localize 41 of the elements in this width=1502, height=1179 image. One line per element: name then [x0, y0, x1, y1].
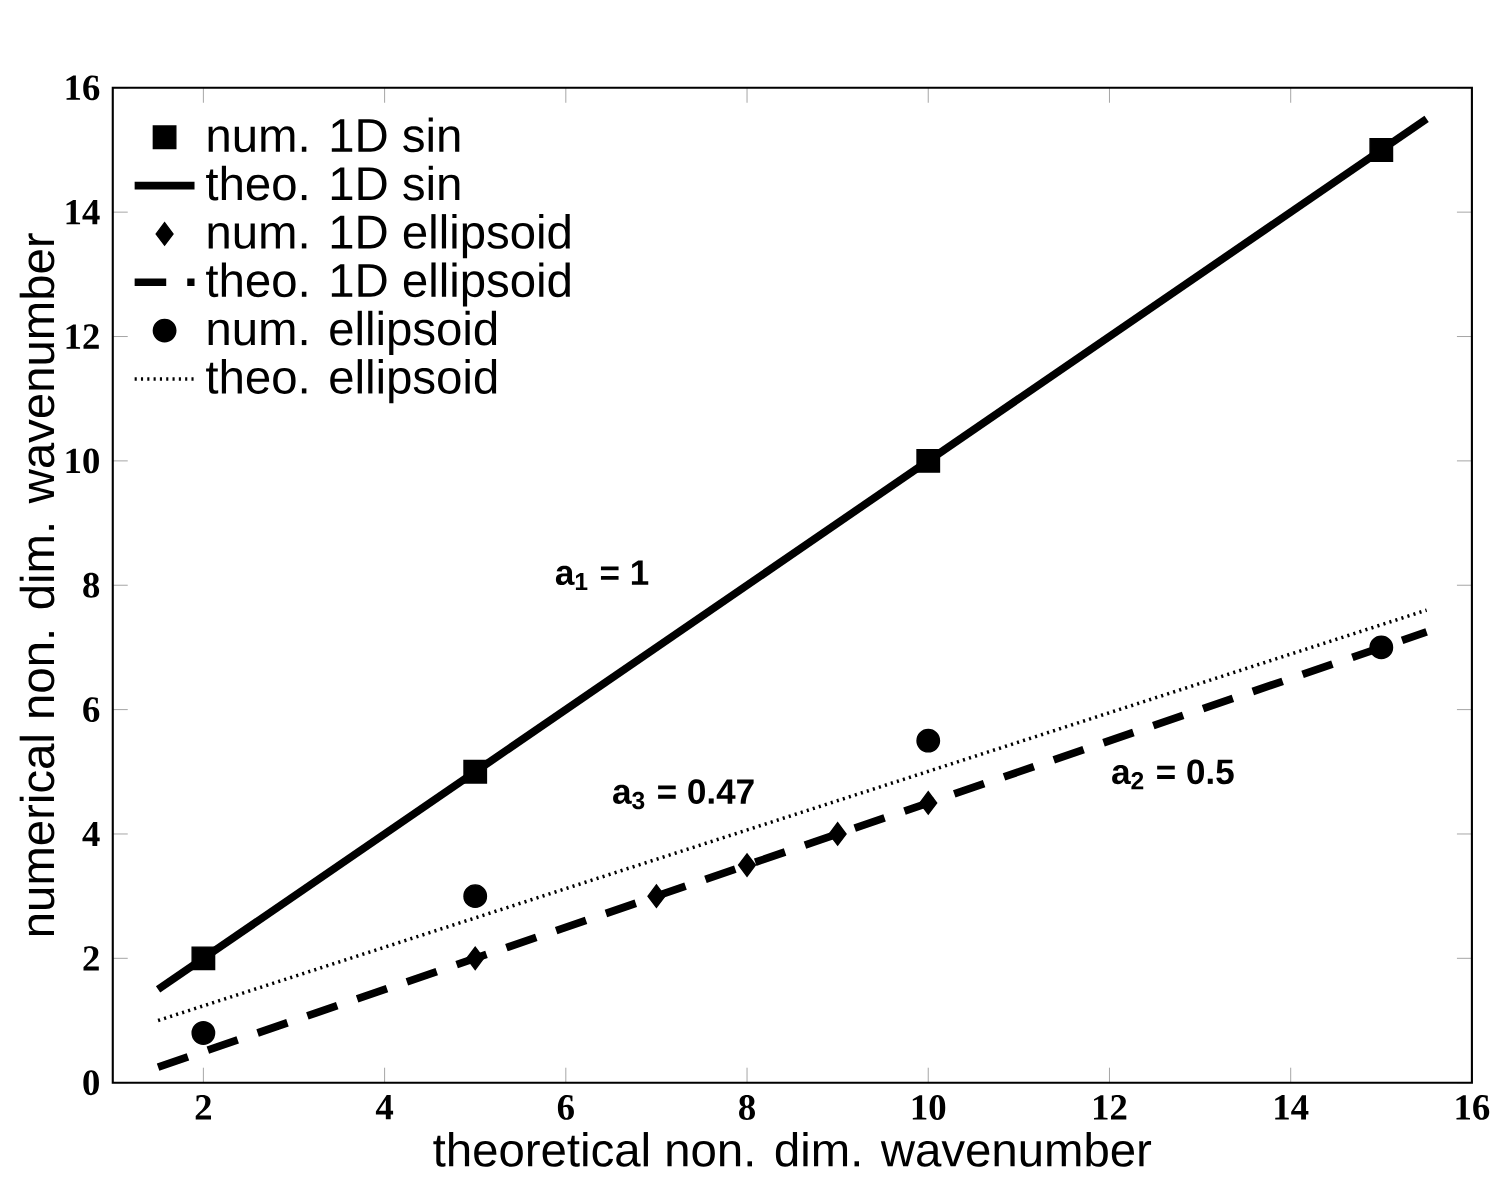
y-tick-label: 12: [66, 324, 99, 349]
x-tick-label: 16: [1456, 1095, 1490, 1121]
point: [1369, 635, 1394, 660]
x-tick-label: 10: [912, 1095, 946, 1121]
annotation: a$_{2}$ = 0.5: [1112, 759, 1234, 790]
annotation: a$_{3}$ = 0.47: [613, 779, 754, 810]
y-tick-label: 8: [83, 573, 100, 598]
point: [191, 946, 216, 971]
legend-label: num. 1D sin: [208, 117, 460, 153]
legend-label: theo. 1D ellipsoid: [206, 262, 570, 307]
point: [463, 884, 488, 909]
x-tick-label: 6: [557, 1095, 574, 1121]
legend-label: theo. ellipsoid: [206, 359, 497, 404]
point: [647, 884, 666, 909]
x-tick-label: 4: [375, 1095, 394, 1120]
legend-label: num. ellipsoid: [208, 311, 497, 356]
legend-label: num. 1D ellipsoid: [208, 214, 570, 259]
annotation: a$_{1}$ = 1: [555, 560, 649, 591]
y-tick-label: 6: [83, 697, 100, 723]
point: [916, 449, 941, 474]
y-tick-label: 4: [82, 822, 100, 847]
point: [466, 946, 485, 971]
point: [737, 853, 757, 878]
point: [916, 729, 941, 753]
point: [191, 1021, 216, 1046]
point: [1369, 138, 1394, 163]
x-axis-title: theoretical non. dim. wavenumber: [433, 1132, 1152, 1168]
x-tick-label: 12: [1094, 1095, 1127, 1120]
y-tick-label: 10: [66, 448, 99, 474]
y-tick-label: 2: [83, 946, 99, 971]
x-tick-label: 8: [739, 1095, 755, 1121]
point: [828, 822, 847, 847]
legend-label: theo. 1D sin: [206, 166, 460, 201]
x-tick-label: 14: [1275, 1095, 1309, 1120]
point: [463, 760, 488, 784]
y-axis-title: numerical non. dim. wavenumber: [19, 233, 55, 936]
point: [919, 791, 938, 816]
x-tick-label: 2: [195, 1095, 212, 1120]
y-tick-label: 0: [83, 1070, 99, 1096]
y-tick-label: 16: [66, 75, 100, 101]
y-tick-label: 14: [66, 200, 100, 225]
